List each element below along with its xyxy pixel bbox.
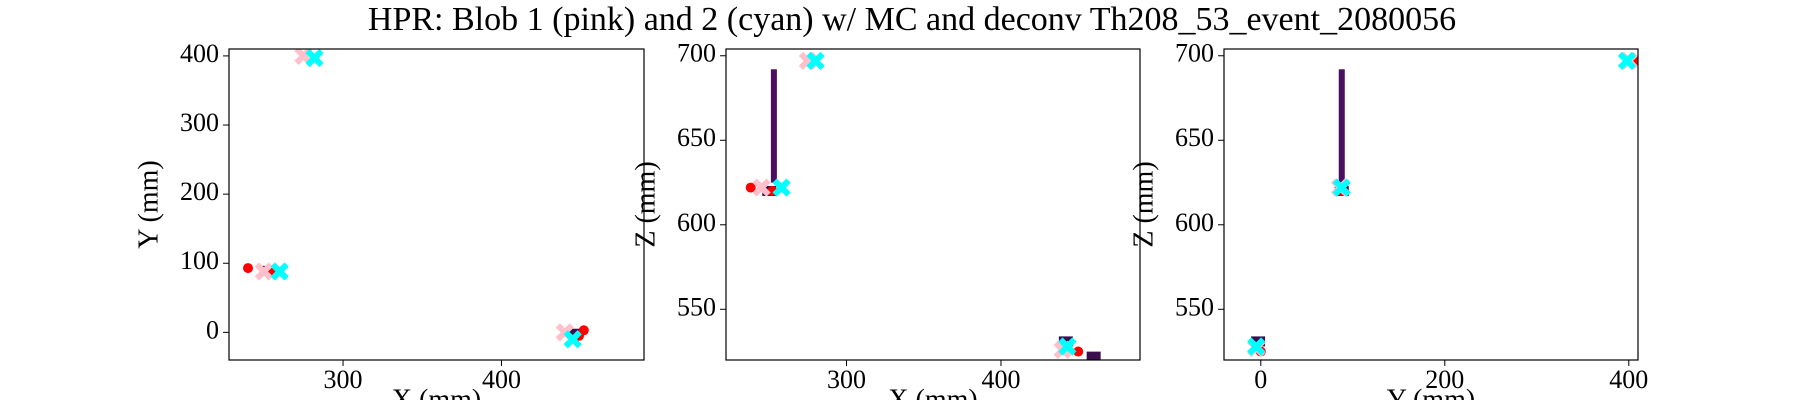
x-marker [254, 262, 273, 281]
plot-area [1247, 51, 1638, 358]
x-marker [772, 178, 791, 197]
y-tick-label: 550 [677, 292, 716, 321]
x-tick-label: 300 [827, 365, 866, 394]
y-tick-label: 100 [180, 246, 219, 275]
x-tick-label: 400 [1609, 365, 1648, 394]
y-tick-label: 0 [206, 315, 219, 344]
x-tick-label: 400 [981, 365, 1020, 394]
y-tick-label: 650 [677, 123, 716, 152]
y-tick-label: 600 [677, 208, 716, 237]
x-tick-label: 0 [1254, 365, 1267, 394]
deconv-track [1338, 69, 1345, 183]
x-marker [752, 178, 771, 197]
x-marker [1332, 178, 1351, 197]
y-axis-label: Z (mm) [1128, 161, 1159, 247]
plot-area [745, 51, 1101, 360]
axes-frame [725, 48, 1141, 361]
subplot: 300 400 550 600 650 700 X (mm) Z (mm) [630, 39, 1141, 400]
plot-area [243, 49, 589, 349]
x-marker [305, 49, 324, 68]
x-marker [1617, 51, 1637, 70]
x-tick-label: 200 [1425, 365, 1464, 394]
y-tick-label: 650 [1175, 123, 1214, 152]
x-tick-label: 400 [482, 365, 521, 394]
y-axis-label: Y (mm) [133, 160, 164, 248]
x-axis-label: Y (mm) [1387, 384, 1475, 400]
axes-frame [1223, 48, 1639, 361]
figure-title: HPR: Blob 1 (pink) and 2 (cyan) w/ MC an… [368, 1, 1456, 38]
y-tick-label: 700 [1175, 39, 1214, 68]
y-tick-label: 550 [1175, 292, 1214, 321]
x-marker [563, 330, 582, 349]
y-tick-label: 200 [180, 177, 219, 206]
dot-marker [1073, 346, 1084, 357]
y-axis-label: Z (mm) [630, 161, 661, 247]
x-tick-label: 300 [324, 365, 363, 394]
x-marker [1247, 337, 1266, 356]
y-tick-label: 300 [180, 108, 219, 137]
y-tick-label: 600 [1175, 208, 1214, 237]
x-marker [270, 262, 289, 281]
deconv-blob [1086, 351, 1101, 360]
x-axis-label: X (mm) [392, 384, 481, 400]
y-tick-label: 700 [677, 39, 716, 68]
axes-frame [228, 48, 645, 361]
dot-marker [243, 263, 254, 274]
x-axis-label: X (mm) [888, 384, 977, 400]
y-tick-label: 400 [180, 39, 219, 68]
subplot: 0 200 400 550 600 650 700 Y (mm) Z (mm) [1128, 39, 1648, 400]
dot-marker [745, 182, 756, 193]
x-marker [1058, 337, 1077, 356]
deconv-track [770, 69, 777, 183]
x-marker [806, 51, 825, 70]
